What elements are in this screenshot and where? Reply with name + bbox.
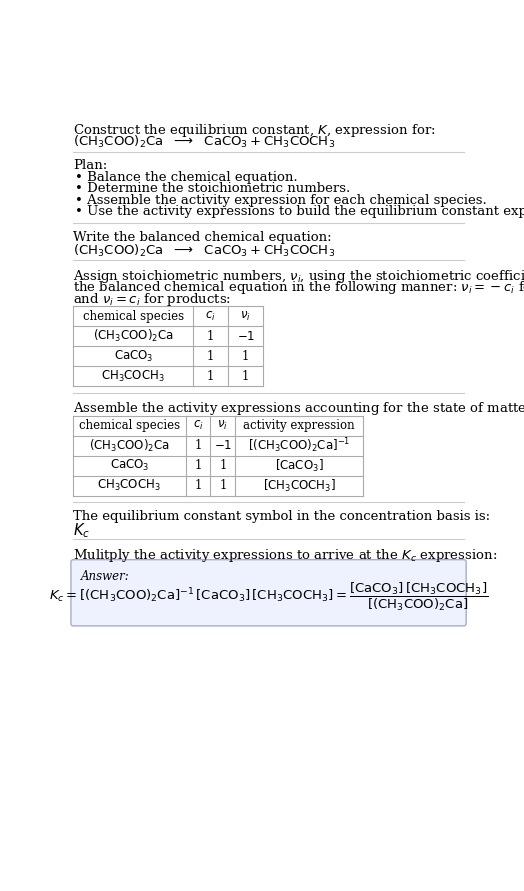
Text: 1: 1 [194, 459, 202, 472]
Text: Plan:: Plan: [73, 159, 107, 172]
Text: chemical species: chemical species [79, 419, 180, 432]
Text: $K_c = [(\mathrm{CH_3COO})_2\mathrm{Ca}]^{-1}\,[\mathrm{CaCO_3}]\,[\mathrm{CH_3C: $K_c = [(\mathrm{CH_3COO})_2\mathrm{Ca}]… [49, 580, 488, 613]
Text: and $\nu_i = c_i$ for products:: and $\nu_i = c_i$ for products: [73, 291, 231, 308]
Text: • Determine the stoichiometric numbers.: • Determine the stoichiometric numbers. [75, 183, 350, 195]
Text: 1: 1 [194, 439, 202, 453]
Text: $[(\mathrm{CH_3COO})_2\mathrm{Ca}]^{-1}$: $[(\mathrm{CH_3COO})_2\mathrm{Ca}]^{-1}$ [248, 437, 351, 455]
Text: $(\mathrm{CH_3COO})_2\mathrm{Ca}$: $(\mathrm{CH_3COO})_2\mathrm{Ca}$ [89, 437, 170, 454]
Text: 1: 1 [207, 330, 214, 343]
Text: $\mathrm{CH_3COCH_3}$: $\mathrm{CH_3COCH_3}$ [101, 369, 165, 384]
Text: Assemble the activity expressions accounting for the state of matter and $\nu_i$: Assemble the activity expressions accoun… [73, 400, 524, 417]
Text: • Use the activity expressions to build the equilibrium constant expression.: • Use the activity expressions to build … [75, 206, 524, 218]
Text: 1: 1 [194, 479, 202, 492]
Text: chemical species: chemical species [83, 310, 184, 323]
Text: 1: 1 [242, 370, 249, 383]
Text: Mulitply the activity expressions to arrive at the $K_c$ expression:: Mulitply the activity expressions to arr… [73, 546, 497, 564]
Text: 1: 1 [242, 350, 249, 363]
Text: $-1$: $-1$ [236, 330, 255, 343]
Text: the balanced chemical equation in the following manner: $\nu_i = -c_i$ for react: the balanced chemical equation in the fo… [73, 280, 524, 297]
Text: $c_i$: $c_i$ [193, 419, 203, 432]
Text: $\mathrm{CaCO_3}$: $\mathrm{CaCO_3}$ [114, 349, 153, 364]
Text: $(\mathrm{CH_3COO})_2\mathrm{Ca}$  $\longrightarrow$  $\mathrm{CaCO_3} + \mathrm: $(\mathrm{CH_3COO})_2\mathrm{Ca}$ $\long… [73, 134, 335, 150]
Text: $\mathrm{CH_3COCH_3}$: $\mathrm{CH_3COCH_3}$ [97, 478, 161, 494]
Text: 1: 1 [219, 479, 226, 492]
Text: 1: 1 [219, 459, 226, 472]
Text: Write the balanced chemical equation:: Write the balanced chemical equation: [73, 231, 332, 244]
Text: $K_c$: $K_c$ [73, 521, 90, 540]
FancyBboxPatch shape [71, 560, 466, 625]
Text: $[\mathrm{CaCO_3}]$: $[\mathrm{CaCO_3}]$ [275, 458, 323, 474]
Text: $c_i$: $c_i$ [205, 310, 216, 323]
Text: The equilibrium constant symbol in the concentration basis is:: The equilibrium constant symbol in the c… [73, 510, 490, 523]
Text: 1: 1 [207, 350, 214, 363]
Text: $(\mathrm{CH_3COO})_2\mathrm{Ca}$  $\longrightarrow$  $\mathrm{CaCO_3} + \mathrm: $(\mathrm{CH_3COO})_2\mathrm{Ca}$ $\long… [73, 242, 335, 258]
Text: $\mathrm{CaCO_3}$: $\mathrm{CaCO_3}$ [110, 458, 149, 473]
Text: • Balance the chemical equation.: • Balance the chemical equation. [75, 171, 298, 184]
Text: activity expression: activity expression [243, 419, 355, 432]
Text: $-1$: $-1$ [214, 439, 232, 453]
Text: Answer:: Answer: [81, 569, 130, 583]
Text: 1: 1 [207, 370, 214, 383]
Text: $\nu_i$: $\nu_i$ [241, 310, 251, 323]
Text: • Assemble the activity expression for each chemical species.: • Assemble the activity expression for e… [75, 194, 487, 207]
Text: Construct the equilibrium constant, $K$, expression for:: Construct the equilibrium constant, $K$,… [73, 122, 436, 139]
Text: $\nu_i$: $\nu_i$ [217, 419, 228, 432]
Text: Assign stoichiometric numbers, $\nu_i$, using the stoichiometric coefficients, $: Assign stoichiometric numbers, $\nu_i$, … [73, 268, 524, 285]
Text: $(\mathrm{CH_3COO})_2\mathrm{Ca}$: $(\mathrm{CH_3COO})_2\mathrm{Ca}$ [93, 328, 173, 345]
Text: $[\mathrm{CH_3COCH_3}]$: $[\mathrm{CH_3COCH_3}]$ [263, 478, 336, 494]
